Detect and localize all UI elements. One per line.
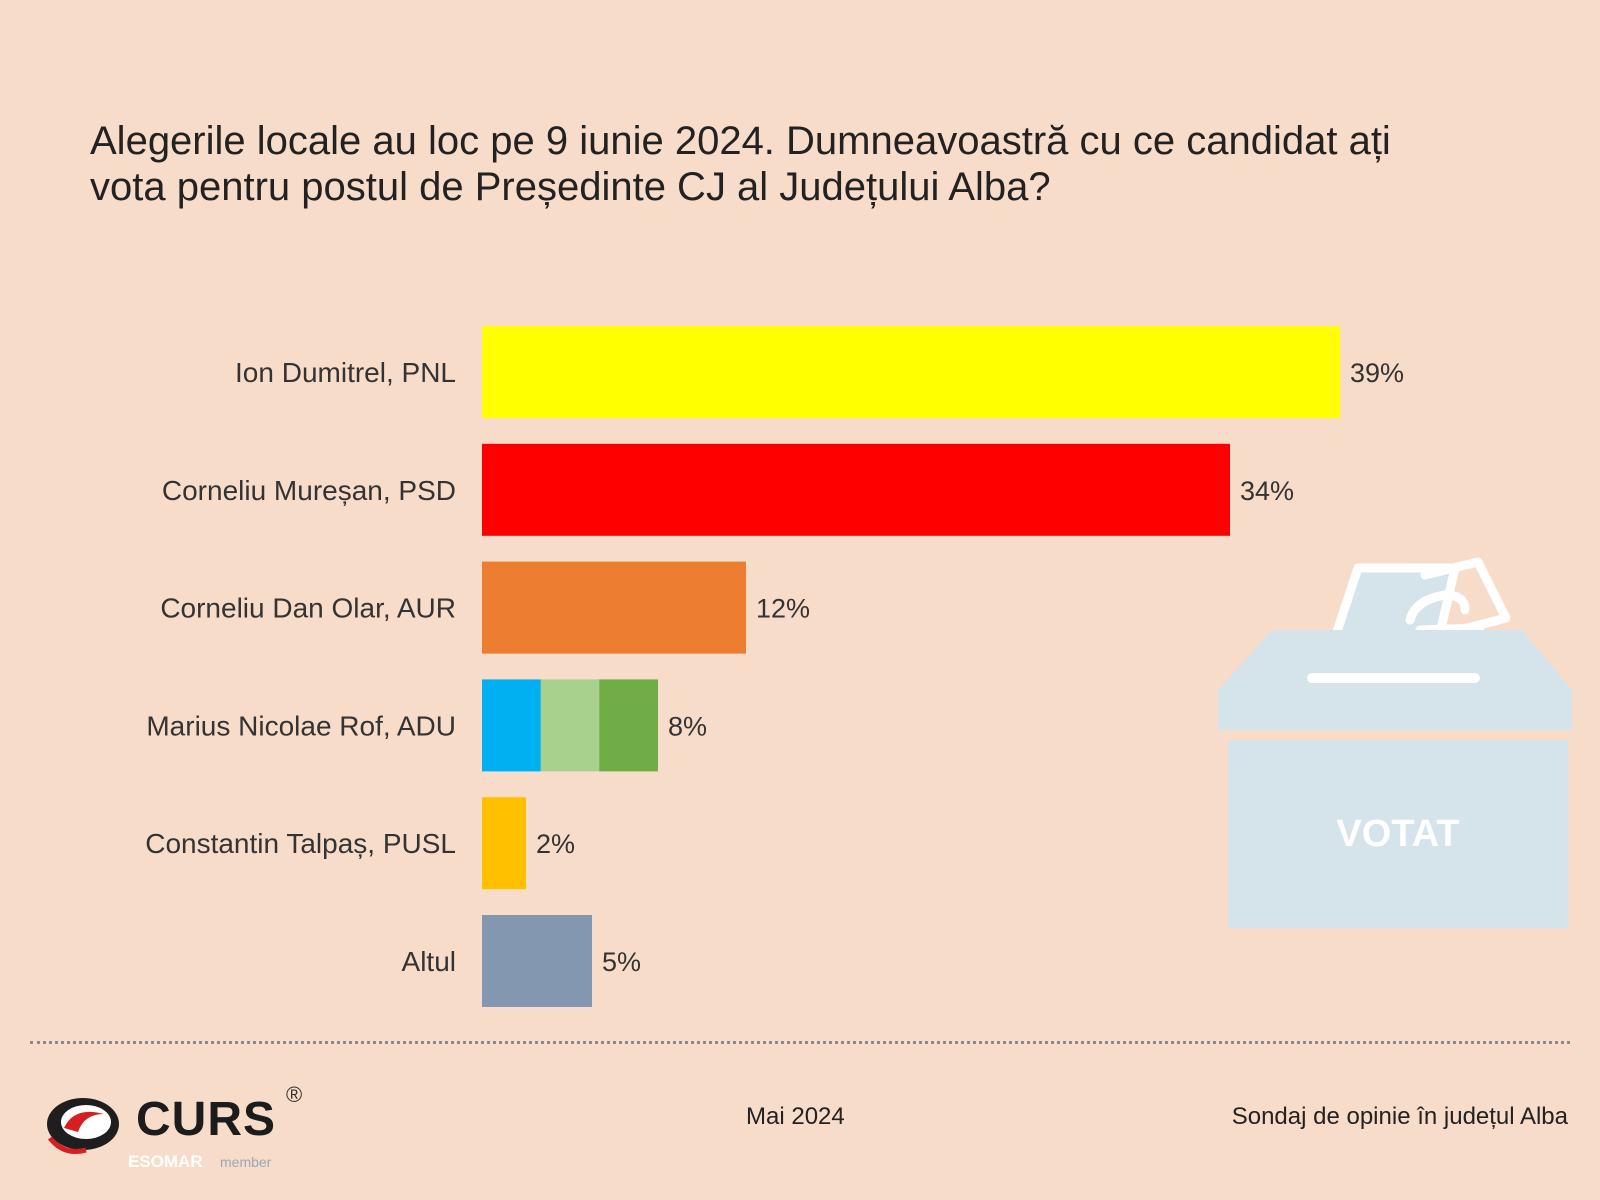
curs-logo: CURS ® ESOMAR member [44,1082,344,1184]
bar-3-segment-2 [599,679,658,772]
category-label-1: Corneliu Mureșan, PSD [162,475,456,506]
bar-chart: Ion Dumitrel, PNL 39% Corneliu Mureșan, PS… [145,326,1404,1007]
value-label-2: 12% [756,594,810,624]
bar-0 [482,326,1340,418]
registered-mark: ® [286,1082,303,1107]
category-label-0: Ion Dumitrel, PNL [235,357,456,388]
curs-logo-icon [47,1098,119,1154]
survey-date: Mai 2024 [746,1103,845,1130]
ballot-label: VOTAT [1336,813,1459,855]
ballot-box-icon: VOTAT [1218,557,1572,928]
brand-name: CURS [136,1093,277,1146]
bar-1 [482,443,1230,536]
survey-source: Sondaj de opinie în județul Alba [1231,1103,1568,1130]
bar-4 [482,797,526,890]
title-line-2: vota pentru postul de Președinte CJ al J… [90,165,1051,209]
value-label-4: 2% [536,829,575,859]
value-label-0: 39% [1350,358,1404,388]
esomar-label: ESOMAR [128,1152,203,1171]
category-label-3: Marius Nicolae Rof, ADU [146,710,456,741]
bar-5 [482,915,592,1007]
footer-divider [30,1041,1570,1044]
bar-3-segment-0 [482,679,542,772]
bar-3-segment-1 [540,679,600,772]
chart-title: Alegerile locale au loc pe 9 iunie 2024.… [90,118,1540,210]
bar-2 [482,561,746,654]
category-label-4: Constantin Talpaș, PUSL [145,828,456,859]
member-label: member [220,1154,272,1170]
category-label-2: Corneliu Dan Olar, AUR [160,593,456,624]
value-label-3: 8% [668,711,707,741]
title-line-1: Alegerile locale au loc pe 9 iunie 2024.… [90,119,1391,163]
value-label-1: 34% [1240,476,1294,506]
value-label-5: 5% [602,947,641,977]
category-label-5: Altul [402,946,456,977]
